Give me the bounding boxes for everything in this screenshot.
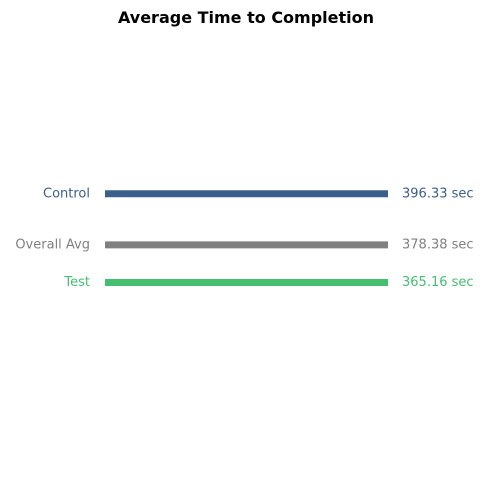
series-row-overall-avg: Overall Avg 378.38 sec [15,237,473,252]
series-row-test: Test 365.16 sec [63,275,473,290]
series-label-overall-avg: Overall Avg [15,237,90,252]
series-layer: Control 396.33 sec Overall Avg 378.38 sec Te… [15,186,473,290]
series-label-control: Control [43,186,90,201]
value-label-overall-avg: 378.38 sec [402,237,474,252]
value-label-control: 396.33 sec [402,186,474,201]
chart-title: Average Time to Completion [118,8,374,27]
series-row-control: Control 396.33 sec [43,186,474,201]
value-label-test: 365.16 sec [402,275,474,290]
series-label-test: Test [63,275,90,290]
